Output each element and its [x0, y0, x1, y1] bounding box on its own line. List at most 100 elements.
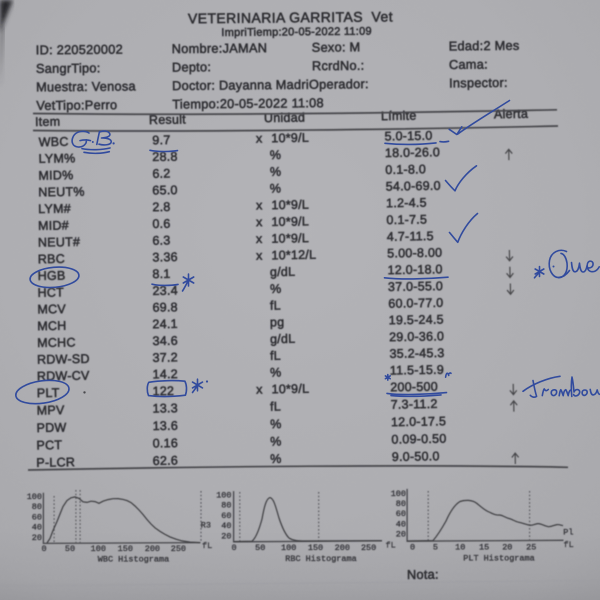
svg-text:Alerta: Alerta: [494, 107, 528, 122]
svg-text:HGB: HGB: [38, 269, 66, 283]
svg-text:7.3-11.2: 7.3-11.2: [391, 397, 438, 412]
svg-text:20: 20: [221, 531, 231, 541]
svg-text:10*9/L: 10*9/L: [271, 131, 309, 146]
svg-text:HCT: HCT: [37, 285, 64, 299]
svg-text:RBC Histograma: RBC Histograma: [285, 554, 356, 564]
svg-text:40: 40: [396, 519, 406, 529]
svg-text:200: 200: [335, 543, 350, 553]
svg-text:%: %: [270, 365, 282, 379]
svg-text:250: 250: [361, 543, 376, 553]
svg-text:20: 20: [32, 533, 42, 543]
svg-text:6.3: 6.3: [152, 233, 170, 247]
svg-text:g/dL: g/dL: [270, 265, 296, 279]
svg-text:g/dL: g/dL: [270, 332, 296, 346]
svg-text:62.6: 62.6: [153, 454, 179, 468]
svg-text:40: 40: [32, 523, 42, 533]
svg-text:RBC: RBC: [38, 252, 65, 266]
svg-text:fL: fL: [270, 299, 281, 313]
svg-text:SangrTipo:: SangrTipo:: [36, 60, 101, 76]
svg-text:80: 80: [396, 499, 406, 509]
svg-text:RDW-SD: RDW-SD: [37, 352, 90, 367]
svg-text:12.0-17.5: 12.0-17.5: [391, 414, 446, 429]
svg-text:100: 100: [391, 489, 406, 499]
svg-text:PCT: PCT: [36, 438, 62, 452]
svg-text:19.5-24.5: 19.5-24.5: [389, 313, 444, 328]
svg-text:Inspector:: Inspector:: [449, 75, 508, 91]
svg-text:PDW: PDW: [36, 421, 66, 435]
svg-text:5.0-15.0: 5.0-15.0: [384, 129, 432, 144]
svg-text:69.8: 69.8: [152, 300, 178, 314]
svg-text:Sexo: M: Sexo: M: [312, 39, 361, 54]
svg-text:x: x: [256, 383, 263, 397]
svg-text:Cama:: Cama:: [449, 57, 488, 72]
svg-text:150: 150: [118, 544, 133, 554]
svg-text:MCH: MCH: [37, 319, 66, 333]
svg-text:PLT Histograma: PLT Histograma: [463, 553, 534, 563]
svg-text:100: 100: [216, 491, 231, 501]
svg-text:Item: Item: [35, 115, 61, 129]
svg-text:122: 122: [152, 384, 174, 398]
svg-text:Pl: Pl: [563, 527, 573, 537]
svg-text:fL: fL: [564, 540, 574, 550]
svg-text:28.8: 28.8: [152, 150, 178, 164]
svg-text:Depto:: Depto:: [172, 59, 211, 74]
svg-text:60: 60: [396, 509, 406, 519]
svg-text:%: %: [270, 181, 282, 195]
svg-text:0: 0: [231, 543, 236, 553]
svg-text:x: x: [256, 198, 263, 212]
svg-text:20: 20: [502, 542, 512, 552]
svg-text:10*9/L: 10*9/L: [271, 231, 309, 246]
svg-text:60: 60: [221, 511, 231, 521]
svg-text:200: 200: [145, 544, 160, 554]
svg-text:80: 80: [221, 501, 231, 511]
svg-text:5.00-8.00: 5.00-8.00: [387, 246, 442, 261]
svg-text:NEUT%: NEUT%: [38, 185, 85, 200]
svg-text:10*9/L: 10*9/L: [271, 198, 309, 213]
svg-text:9.7: 9.7: [152, 133, 170, 147]
svg-text:0.1-7.5: 0.1-7.5: [386, 212, 427, 227]
svg-text:250: 250: [171, 544, 186, 554]
svg-text:fL: fL: [202, 541, 212, 551]
svg-text:Tiempo:20-05-2022 11:08: Tiempo:20-05-2022 11:08: [172, 95, 324, 111]
svg-text:200-500: 200-500: [390, 380, 438, 395]
svg-text:PLT: PLT: [37, 386, 60, 400]
svg-text:MCV: MCV: [37, 302, 66, 316]
svg-text:Doctor: Dayanna MadriOperador:: Doctor: Dayanna MadriOperador:: [172, 76, 369, 93]
svg-text:VetTipo:Perro: VetTipo:Perro: [36, 97, 117, 113]
svg-text:0.1-8.0: 0.1-8.0: [385, 162, 426, 177]
svg-text:2.8: 2.8: [152, 200, 170, 214]
svg-text:x: x: [256, 131, 263, 145]
svg-text:20: 20: [396, 530, 406, 540]
svg-text:8.1: 8.1: [152, 267, 170, 281]
svg-text:0: 0: [41, 544, 46, 554]
svg-text:40: 40: [221, 521, 231, 531]
svg-text:150: 150: [308, 543, 323, 553]
svg-text:P-LCR: P-LCR: [36, 455, 75, 470]
svg-text:Nombre:JAMAN: Nombre:JAMAN: [172, 40, 268, 56]
svg-text:fL: fL: [386, 541, 396, 551]
svg-text:10*12/L: 10*12/L: [271, 248, 316, 263]
svg-text:25: 25: [526, 542, 536, 552]
svg-text:9.0-50.0: 9.0-50.0: [392, 449, 440, 464]
svg-text:%: %: [270, 148, 282, 162]
svg-text:VETERINARIA GARRITAS Vet: VETERINARIA GARRITAS Vet: [188, 8, 393, 26]
svg-text:0.09-0.50: 0.09-0.50: [391, 432, 446, 447]
svg-text:11.5-15.9: 11.5-15.9: [390, 363, 444, 378]
svg-text:%: %: [270, 434, 282, 448]
svg-text:60: 60: [32, 512, 42, 522]
svg-text:R3: R3: [201, 521, 211, 531]
svg-text:%: %: [270, 282, 282, 296]
svg-text:65.0: 65.0: [152, 183, 178, 197]
svg-text:37.2: 37.2: [152, 350, 178, 364]
svg-text:23.4: 23.4: [152, 284, 178, 298]
svg-text:4.7-11.5: 4.7-11.5: [387, 229, 434, 244]
svg-text:35.2-45.3: 35.2-45.3: [389, 346, 444, 361]
svg-text:80: 80: [32, 502, 42, 512]
svg-text:5: 5: [433, 542, 438, 552]
svg-text:Edad:2 Mes: Edad:2 Mes: [449, 38, 520, 54]
svg-text:ID: 220520002: ID: 220520002: [36, 42, 123, 58]
svg-text:10*9/L: 10*9/L: [271, 214, 309, 229]
svg-text:LYM#: LYM#: [38, 202, 71, 217]
svg-text:1.2-4.5: 1.2-4.5: [386, 196, 427, 211]
svg-text:Límite: Límite: [381, 109, 417, 124]
